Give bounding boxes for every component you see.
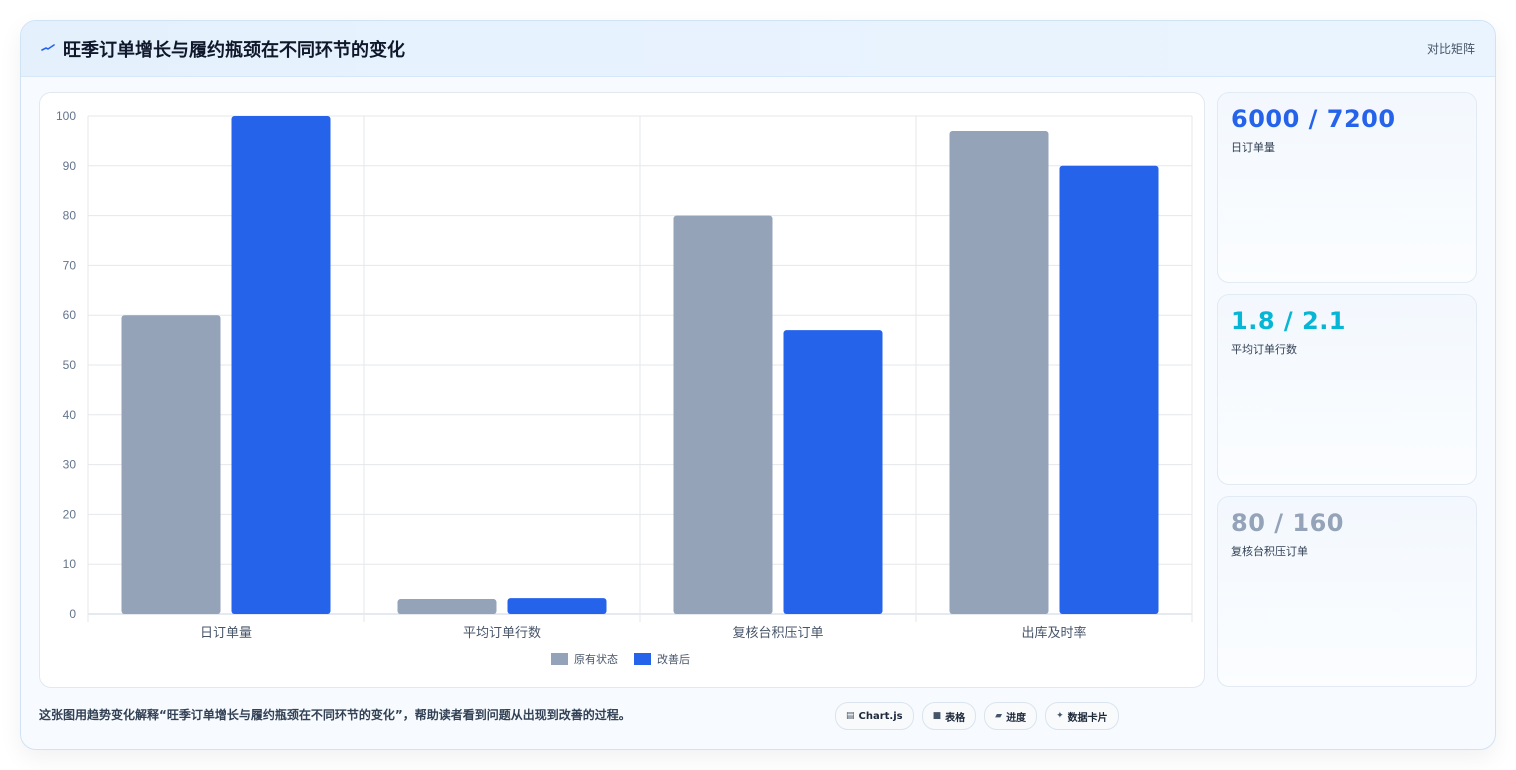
tag-table[interactable]: ■ 表格: [921, 702, 977, 730]
legend-swatch: [634, 653, 651, 665]
page-title: 旺季订单增长与履约瓶颈在不同环节的变化: [63, 40, 405, 61]
y-tick-label: 50: [63, 358, 77, 372]
progress-icon: ▰: [995, 711, 1003, 721]
chart-panel: 0 10 20 30 40 50 60 70 80 90 100 日订单量 平均订单行数 复核台积压订单 出…: [39, 92, 1205, 688]
y-tick-label: 70: [63, 258, 77, 272]
dashboard-card: 旺季订单增长与履约瓶颈在不同环节的变化 对比矩阵 0 10 20 30 40 50 60 70…: [20, 20, 1496, 750]
sparkle-icon: ✦: [1056, 711, 1064, 721]
x-tick-label: 日订单量: [200, 626, 252, 641]
stat-card-avg-lines: 1.8 / 2.1 平均订单行数: [1217, 294, 1477, 485]
stat-label: 复核台积压订单: [1231, 545, 1308, 558]
legend-label: 改善后: [657, 652, 690, 666]
tag-progress[interactable]: ▰ 进度: [984, 702, 1038, 730]
stat-label: 日订单量: [1231, 141, 1275, 154]
card-header: 旺季订单增长与履约瓶颈在不同环节的变化 对比矩阵: [21, 21, 1495, 77]
y-tick-label: 60: [63, 308, 77, 322]
stat-value: 1.8 / 2.1: [1231, 307, 1347, 335]
stat-card-daily-orders: 6000 / 7200 日订单量: [1217, 92, 1477, 283]
bar-improved: [231, 116, 331, 614]
y-tick-label: 0: [69, 607, 76, 621]
bar-baseline: [121, 315, 221, 614]
bar-baseline: [397, 599, 497, 614]
bar-baseline: [949, 130, 1049, 614]
pulse-icon: [41, 44, 55, 51]
y-tick-label: 100: [56, 109, 76, 123]
x-tick-label: 出库及时率: [1021, 625, 1086, 641]
x-tick-label: 复核台积压订单: [732, 626, 823, 641]
bar-baseline: [673, 215, 773, 614]
bar-improved: [1059, 165, 1159, 615]
y-tick-label: 20: [63, 507, 77, 521]
y-tick-label: 10: [63, 557, 77, 571]
y-tick-label: 90: [63, 159, 77, 173]
tag-data-cards[interactable]: ✦ 数据卡片: [1045, 702, 1119, 730]
feature-tags: ▤ Chart.js ■ 表格 ▰ 进度 ✦ 数据卡片: [835, 702, 1119, 730]
view-mode-label[interactable]: 对比矩阵: [1426, 42, 1475, 56]
chart-icon: ▤: [846, 711, 855, 721]
stat-label: 平均订单行数: [1231, 343, 1297, 356]
table-icon: ■: [932, 711, 942, 721]
stat-value: 80 / 160: [1231, 509, 1344, 537]
stat-value: 6000 / 7200: [1231, 105, 1396, 133]
tag-label: 数据卡片: [1067, 712, 1108, 724]
bar-improved: [507, 598, 607, 614]
x-tick-label: 平均订单行数: [463, 626, 541, 641]
tag-label: Chart.js: [858, 710, 903, 722]
y-tick-label: 30: [63, 458, 77, 472]
legend-swatch: [551, 653, 568, 665]
chart-caption: 这张图用趋势变化解释“旺季订单增长与履约瓶颈在不同环节的变化”，帮助读者看到问题…: [39, 708, 631, 722]
bar-chart: 0 10 20 30 40 50 60 70 80 90 100 日订单量 平均订单行数 复核台积压订单 出…: [56, 109, 1193, 666]
y-tick-label: 80: [63, 209, 77, 223]
stat-card-backlog: 80 / 160 复核台积压订单: [1217, 496, 1477, 687]
tag-label: 进度: [1006, 712, 1027, 724]
legend-label: 原有状态: [574, 652, 618, 666]
tag-label: 表格: [945, 712, 966, 724]
bar-improved: [783, 330, 883, 614]
tag-chartjs[interactable]: ▤ Chart.js: [835, 702, 914, 730]
y-tick-label: 40: [63, 408, 77, 422]
